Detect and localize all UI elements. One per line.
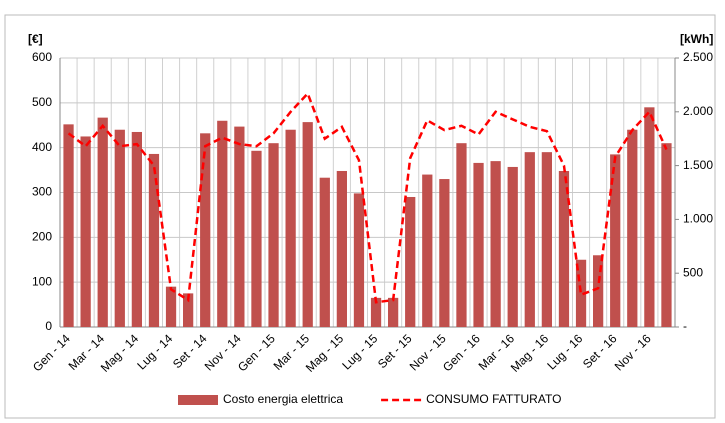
y2-tick-label: 2.000 bbox=[683, 104, 713, 118]
bar bbox=[541, 152, 552, 327]
bar bbox=[627, 129, 638, 327]
y-tick-label: 0 bbox=[45, 319, 52, 333]
bar bbox=[217, 120, 228, 328]
bar bbox=[251, 150, 262, 327]
legend-swatch bbox=[178, 395, 218, 405]
y2-tick-label: - bbox=[683, 319, 687, 333]
bar bbox=[610, 154, 621, 327]
legend-label: CONSUMO FATTURATO bbox=[426, 392, 561, 406]
y-tick-label: 400 bbox=[32, 140, 52, 154]
y2-tick-label: 1.500 bbox=[683, 158, 713, 172]
bar bbox=[97, 117, 108, 328]
bar bbox=[644, 107, 655, 327]
bar bbox=[336, 170, 347, 327]
bar bbox=[507, 166, 518, 327]
bar bbox=[319, 177, 330, 327]
bar bbox=[131, 131, 142, 327]
bar bbox=[473, 162, 484, 327]
bar bbox=[200, 133, 211, 327]
bar bbox=[575, 259, 587, 327]
y-axis-title: [€] bbox=[28, 32, 43, 46]
legend-label: Costo energia elettrica bbox=[223, 392, 343, 406]
y2-tick-label: 1.000 bbox=[683, 212, 713, 226]
bar bbox=[353, 193, 365, 327]
bar bbox=[183, 293, 194, 327]
bar bbox=[302, 122, 313, 327]
bar bbox=[593, 255, 604, 327]
bar bbox=[388, 297, 399, 327]
y-tick-label: 600 bbox=[32, 50, 52, 64]
bar bbox=[165, 286, 177, 327]
bar bbox=[558, 170, 570, 327]
bar bbox=[63, 124, 74, 327]
bar bbox=[661, 143, 672, 327]
bar bbox=[148, 153, 160, 327]
bar bbox=[80, 136, 91, 327]
bar bbox=[285, 129, 296, 327]
bar bbox=[268, 143, 279, 327]
bar bbox=[114, 129, 125, 327]
y-tick-label: 100 bbox=[32, 274, 52, 288]
y-tick-label: 200 bbox=[32, 230, 52, 244]
bar bbox=[524, 152, 535, 327]
y2-tick-label: 2.500 bbox=[683, 50, 713, 64]
bar bbox=[422, 174, 433, 327]
bar bbox=[234, 126, 245, 327]
bar bbox=[439, 179, 450, 327]
bar bbox=[456, 143, 467, 327]
bar bbox=[405, 196, 416, 327]
y-tick-label: 500 bbox=[32, 95, 52, 109]
y2-tick-label: 500 bbox=[683, 265, 703, 279]
y2-axis-title: [kWh] bbox=[680, 32, 713, 46]
line bbox=[67, 91, 668, 304]
bar bbox=[490, 161, 501, 327]
y-tick-label: 300 bbox=[32, 185, 52, 199]
bar bbox=[370, 297, 382, 327]
